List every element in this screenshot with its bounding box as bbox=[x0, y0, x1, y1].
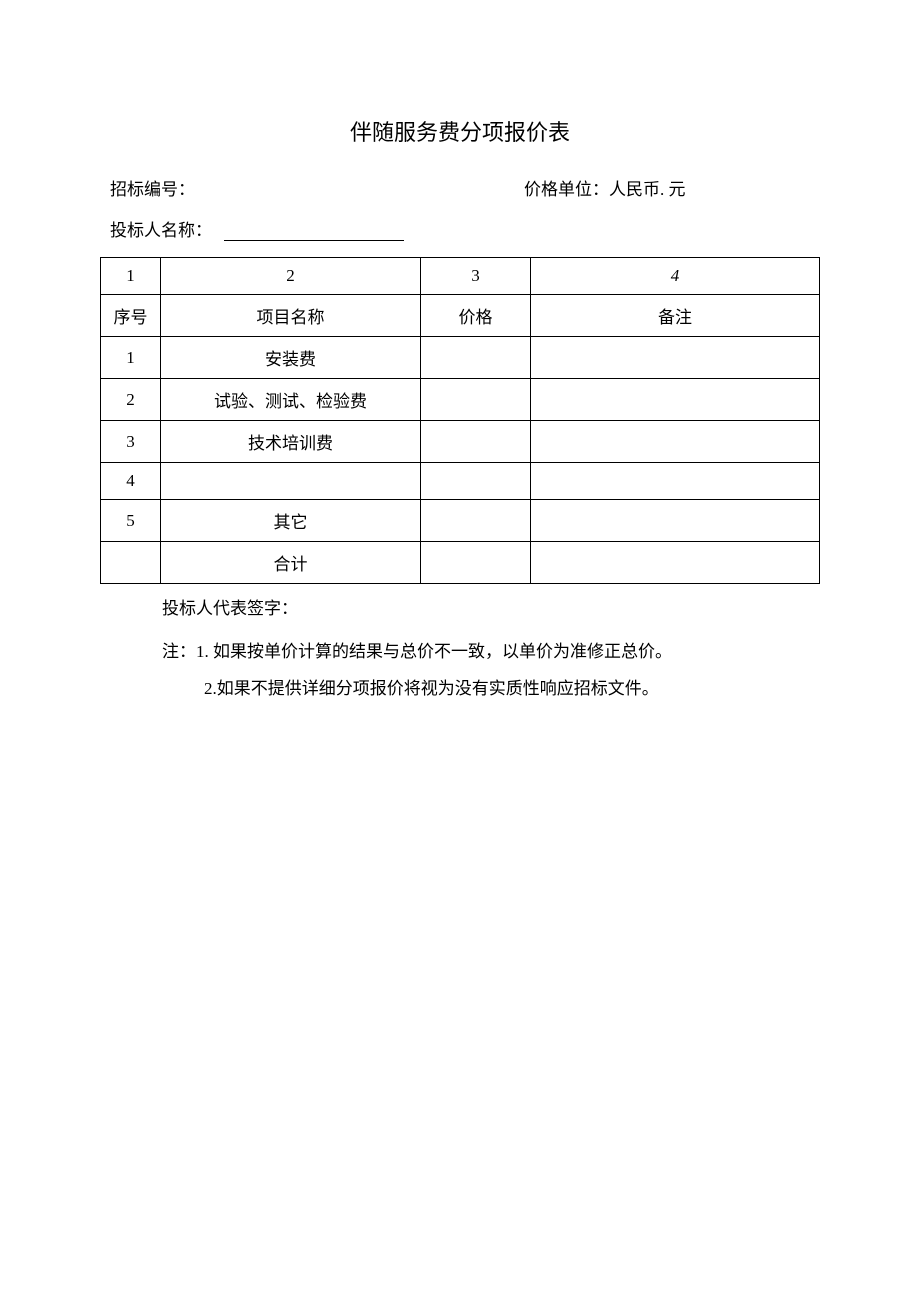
table-row: 5 其它 bbox=[101, 500, 820, 542]
cell-item-name: 安装费 bbox=[161, 337, 421, 379]
table-row: 1 安装费 bbox=[101, 337, 820, 379]
signature-label: 投标人代表签字： bbox=[100, 594, 820, 619]
cell-seq: 5 bbox=[101, 500, 161, 542]
quotation-table: 1 2 3 4 序号 项目名称 价格 备注 1 安装费 2 试验、测试、检验费 … bbox=[100, 257, 820, 584]
cell-remarks bbox=[531, 337, 820, 379]
notes-section: 注：1. 如果按单价计算的结果与总价不一致，以单价为准修正总价。 2.如果不提供… bbox=[100, 633, 820, 708]
col-number-2: 2 bbox=[161, 258, 421, 295]
cell-remarks bbox=[531, 500, 820, 542]
col-number-3: 3 bbox=[421, 258, 531, 295]
cell-price bbox=[421, 463, 531, 500]
cell-price bbox=[421, 421, 531, 463]
cell-item-name bbox=[161, 463, 421, 500]
cell-remarks bbox=[531, 463, 820, 500]
cell-price bbox=[421, 337, 531, 379]
table-row: 3 技术培训费 bbox=[101, 421, 820, 463]
bidder-name-row: 投标人名称： bbox=[100, 216, 820, 241]
cell-price bbox=[421, 379, 531, 421]
cell-item-name: 试验、测试、检验费 bbox=[161, 379, 421, 421]
cell-remarks bbox=[531, 379, 820, 421]
cell-item-name: 技术培训费 bbox=[161, 421, 421, 463]
header-price: 价格 bbox=[421, 295, 531, 337]
note-line-2: 2.如果不提供详细分项报价将视为没有实质性响应招标文件。 bbox=[162, 670, 820, 707]
table-row-total: 合计 bbox=[101, 542, 820, 584]
col-number-4: 4 bbox=[531, 258, 820, 295]
table-row: 4 bbox=[101, 463, 820, 500]
table-row: 2 试验、测试、检验费 bbox=[101, 379, 820, 421]
page-title: 伴随服务费分项报价表 bbox=[100, 115, 820, 147]
cell-item-name: 合计 bbox=[161, 542, 421, 584]
tender-number-label: 招标编号： bbox=[110, 175, 396, 200]
cell-seq: 3 bbox=[101, 421, 161, 463]
cell-seq: 1 bbox=[101, 337, 161, 379]
cell-price bbox=[421, 542, 531, 584]
cell-seq: 4 bbox=[101, 463, 161, 500]
cell-price bbox=[421, 500, 531, 542]
header-row: 招标编号： 价格单位：人民币. 元 bbox=[100, 175, 820, 200]
cell-item-name: 其它 bbox=[161, 500, 421, 542]
col-number-1: 1 bbox=[101, 258, 161, 295]
cell-seq bbox=[101, 542, 161, 584]
document-page: 伴随服务费分项报价表 招标编号： 价格单位：人民币. 元 投标人名称： 1 2 … bbox=[0, 0, 920, 708]
table-header-row: 序号 项目名称 价格 备注 bbox=[101, 295, 820, 337]
header-item-name: 项目名称 bbox=[161, 295, 421, 337]
table-column-number-row: 1 2 3 4 bbox=[101, 258, 820, 295]
price-unit-label: 价格单位：人民币. 元 bbox=[396, 175, 810, 200]
cell-remarks bbox=[531, 421, 820, 463]
bidder-name-underline bbox=[224, 240, 404, 241]
header-seq: 序号 bbox=[101, 295, 161, 337]
cell-seq: 2 bbox=[101, 379, 161, 421]
note-line-1: 注：1. 如果按单价计算的结果与总价不一致，以单价为准修正总价。 bbox=[162, 633, 820, 670]
cell-remarks bbox=[531, 542, 820, 584]
bidder-name-label: 投标人名称： bbox=[110, 221, 212, 240]
header-remarks: 备注 bbox=[531, 295, 820, 337]
